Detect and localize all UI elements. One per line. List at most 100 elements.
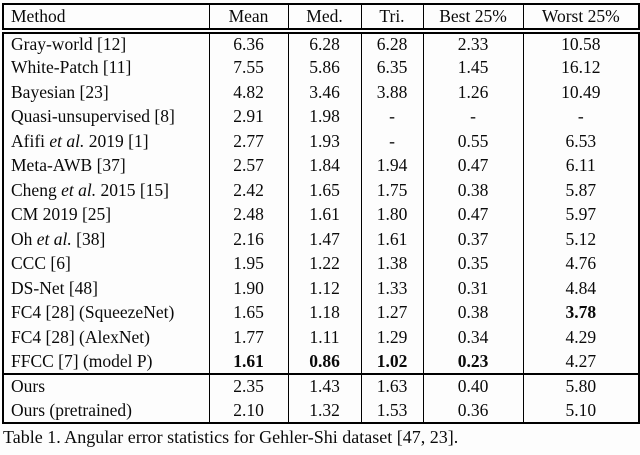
value-cell: 0.34 xyxy=(422,325,524,350)
method-name-text: FC4 [28] (SqueezeNet) xyxy=(11,302,175,323)
value-cell: 2.42 xyxy=(208,178,289,203)
value-cell: 1.18 xyxy=(287,300,362,325)
method-name-text: Ours (pretrained) xyxy=(11,399,132,420)
table-row: White-Patch [11] 7.55 5.86 6.35 1.45 16.12 xyxy=(2,55,640,80)
method-name-text: Meta-AWB [37] xyxy=(11,155,126,176)
method-name-text: FC4 [28] (AlexNet) xyxy=(11,326,151,347)
value-cell: 5.97 xyxy=(522,202,640,227)
value-cell: - xyxy=(360,104,424,129)
method-name-text: Oh xyxy=(11,228,37,249)
table-row: CM 2019 [25] 2.48 1.61 1.80 0.47 5.97 xyxy=(2,202,640,227)
value-cell: 2.33 xyxy=(422,31,524,56)
method-name-text: 2019 [1] xyxy=(84,130,149,151)
value-cell: 1.98 xyxy=(287,104,362,129)
method-cell: Quasi-unsupervised [8] xyxy=(2,104,210,129)
table-row: Afifi et al. 2019 [1] 2.77 1.93-0.55 6.53 xyxy=(2,129,640,154)
method-name-etal: et al. xyxy=(36,228,72,249)
value-cell: 16.12 xyxy=(522,55,640,80)
table-row: Quasi-unsupervised [8] 2.91 1.98- - - xyxy=(2,104,640,129)
table-row: Meta-AWB [37] 2.57 1.84 1.94 0.47 6.11 xyxy=(2,153,640,178)
value-cell: 0.55 xyxy=(422,129,524,154)
value-cell: 5.12 xyxy=(522,227,640,252)
method-cell: Ours (pretrained) xyxy=(2,398,210,423)
value-cell: 2.91 xyxy=(208,104,289,129)
value-cell: 1.65 xyxy=(208,300,289,325)
value-cell: 1.12 xyxy=(287,276,362,301)
header-row: Method Mean Med. Tri. Best 25% Worst 25% xyxy=(2,4,640,34)
method-name-etal: et al. xyxy=(49,130,85,151)
value-cell: 1.95 xyxy=(208,251,289,276)
value-cell: 1.32 xyxy=(287,398,362,423)
method-cell: Cheng et al. 2015 [15] xyxy=(2,178,210,203)
value-cell: 2.57 xyxy=(208,153,289,178)
method-name-text: 2015 [15] xyxy=(96,179,169,200)
value-cell: 1.38 xyxy=(360,251,424,276)
value-cell: 6.28 xyxy=(360,31,424,56)
value-cell: 6.11 xyxy=(522,153,640,178)
value-cell: 4.76 xyxy=(522,251,640,276)
value-cell: 5.80 xyxy=(522,373,640,399)
method-cell: White-Patch [11] xyxy=(2,55,210,80)
method-name-text: CM 2019 [25] xyxy=(11,204,112,225)
table-body: Gray-world [12] 6.36 6.28 6.28 2.33 10.58 Whit… xyxy=(2,31,640,423)
method-cell: Oh et al. [38] xyxy=(2,227,210,252)
value-cell: 1.90 xyxy=(208,276,289,301)
value-cell: 2.48 xyxy=(208,202,289,227)
value-cell: 1.80 xyxy=(360,202,424,227)
value-cell: 1.29 xyxy=(360,325,424,350)
table-row: Oh et al. [38] 2.16 1.47 1.61 0.37 5.12 xyxy=(2,227,640,252)
value-cell: 0.86 xyxy=(287,349,362,374)
value-cell: 1.93 xyxy=(287,129,362,154)
value-cell: 4.29 xyxy=(522,325,640,350)
column-header-median: Med. xyxy=(287,4,362,34)
value-cell: 1.43 xyxy=(287,373,362,399)
value-cell: 1.53 xyxy=(360,398,424,423)
value-cell: 5.86 xyxy=(287,55,362,80)
value-cell: 0.38 xyxy=(422,178,524,203)
method-name-text: Gray-world [12] xyxy=(11,34,127,55)
value-cell: 4.84 xyxy=(522,276,640,301)
table-row: FFCC [7] (model P) 1.61 0.86 1.02 0.23 4.27 xyxy=(2,349,640,374)
method-cell: CM 2019 [25] xyxy=(2,202,210,227)
value-cell: 1.26 xyxy=(422,80,524,105)
method-name-text: FFCC [7] (model P) xyxy=(11,350,153,371)
value-cell: 0.31 xyxy=(422,276,524,301)
value-cell: 1.11 xyxy=(287,325,362,350)
method-name-etal: et al. xyxy=(61,179,97,200)
method-name-text: Quasi-unsupervised [8] xyxy=(11,106,175,127)
value-cell: 1.02 xyxy=(360,349,424,374)
method-name-text: Ours xyxy=(11,376,46,397)
table-row: DS-Net [48] 1.90 1.12 1.33 0.31 4.84 xyxy=(2,276,640,301)
value-cell: 10.49 xyxy=(522,80,640,105)
column-header-trimean: Tri. xyxy=(360,4,424,34)
value-cell: 0.37 xyxy=(422,227,524,252)
table-row: FC4 [28] (AlexNet) 1.77 1.11 1.29 0.34 4.29 xyxy=(2,325,640,350)
method-name-text: CCC [6] xyxy=(11,253,71,274)
value-cell: 1.27 xyxy=(360,300,424,325)
value-cell: - xyxy=(522,104,640,129)
value-cell: 0.36 xyxy=(422,398,524,423)
column-header-method: Method xyxy=(2,4,210,34)
value-cell: 0.38 xyxy=(422,300,524,325)
value-cell: 5.10 xyxy=(522,398,640,423)
value-cell: - xyxy=(360,129,424,154)
value-cell: 2.35 xyxy=(208,373,289,399)
value-cell: 0.47 xyxy=(422,202,524,227)
value-cell: 1.61 xyxy=(360,227,424,252)
method-cell: Bayesian [23] xyxy=(2,80,210,105)
value-cell: 0.23 xyxy=(422,349,524,374)
value-cell: 0.35 xyxy=(422,251,524,276)
value-cell: 1.47 xyxy=(287,227,362,252)
method-name-text: Bayesian [23] xyxy=(11,81,109,102)
value-cell: 1.63 xyxy=(360,373,424,399)
table-row: Ours (pretrained) 2.10 1.32 1.53 0.36 5.10 xyxy=(2,398,640,423)
value-cell: 1.84 xyxy=(287,153,362,178)
value-cell: 1.65 xyxy=(287,178,362,203)
value-cell: 0.47 xyxy=(422,153,524,178)
value-cell: 2.10 xyxy=(208,398,289,423)
value-cell: 1.94 xyxy=(360,153,424,178)
column-header-worst25: Worst 25% xyxy=(522,4,640,34)
table-caption: Table 1. Angular error statistics for Ge… xyxy=(3,427,459,447)
method-name-text: Cheng xyxy=(11,179,62,200)
